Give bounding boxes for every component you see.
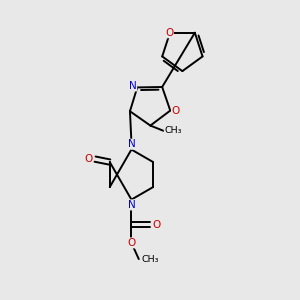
Text: O: O: [84, 154, 93, 164]
Text: CH₃: CH₃: [164, 126, 182, 135]
Text: O: O: [127, 238, 136, 248]
Text: O: O: [165, 28, 173, 38]
Text: O: O: [152, 220, 160, 230]
Text: CH₃: CH₃: [141, 255, 159, 264]
Text: N: N: [129, 81, 137, 91]
Text: N: N: [128, 139, 135, 149]
Text: O: O: [171, 106, 180, 116]
Text: N: N: [128, 200, 135, 210]
